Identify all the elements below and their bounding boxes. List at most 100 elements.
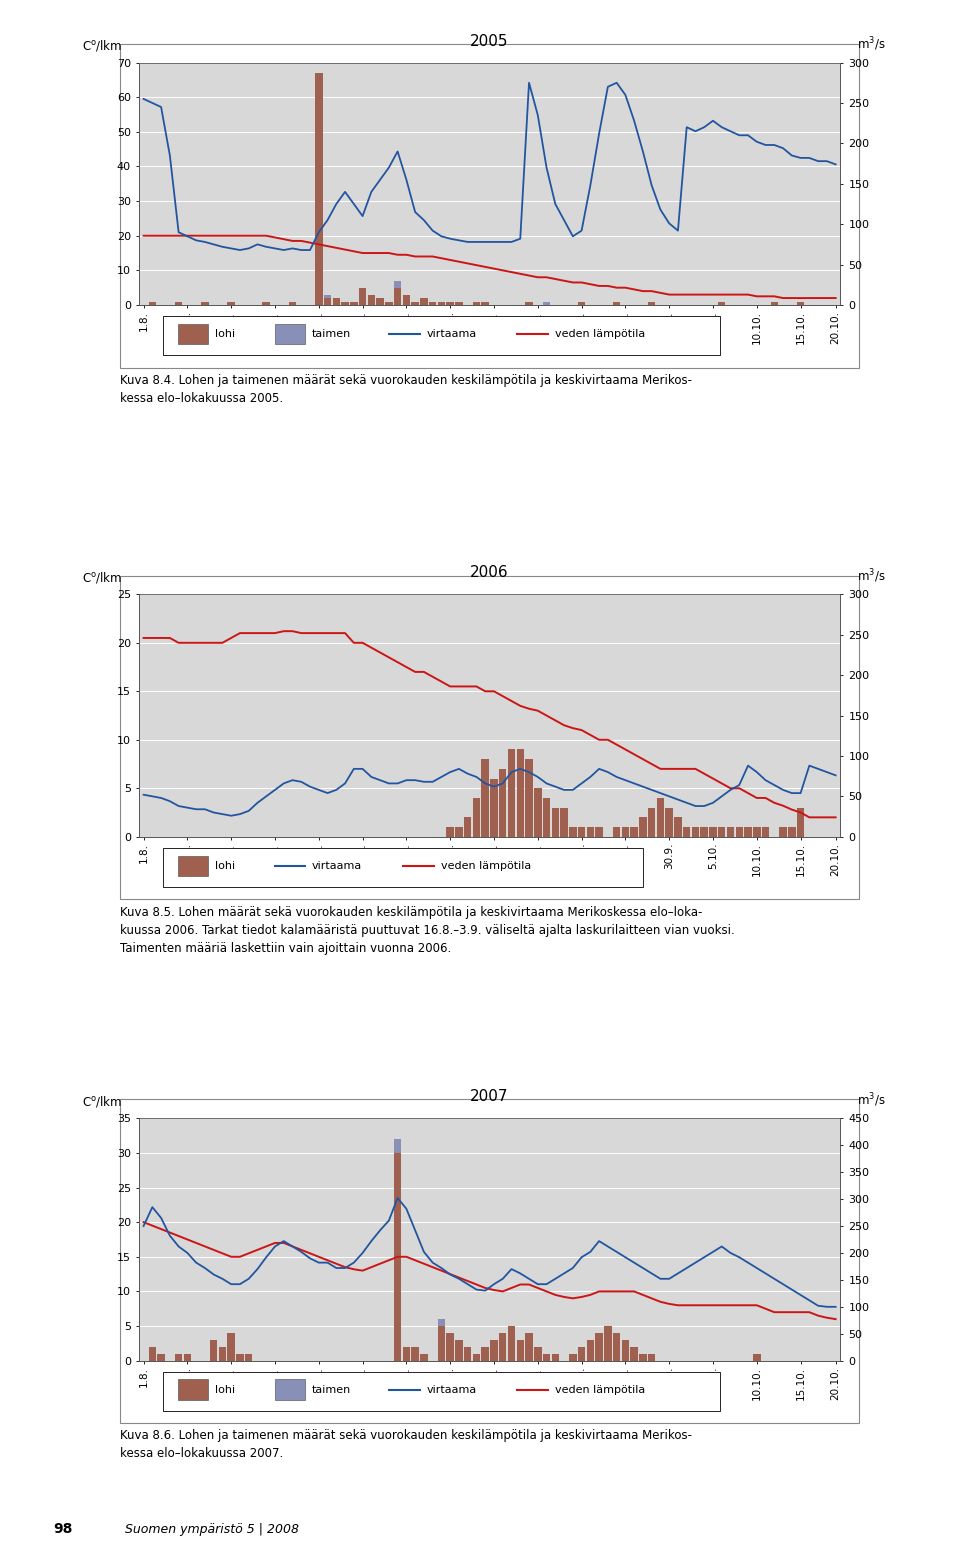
Bar — [394, 1153, 401, 1361]
Bar — [412, 1347, 419, 1361]
Bar — [455, 1340, 463, 1361]
Bar — [412, 302, 419, 305]
Bar — [472, 1354, 480, 1361]
Bar — [368, 294, 375, 305]
Bar — [446, 1333, 454, 1361]
Bar — [516, 749, 524, 837]
Bar — [420, 299, 427, 305]
Text: m$^\mathregular{3}$/s: m$^\mathregular{3}$/s — [857, 1092, 886, 1109]
Bar — [595, 1333, 603, 1361]
Bar — [648, 302, 656, 305]
Bar — [534, 1347, 541, 1361]
Bar — [534, 788, 541, 837]
Bar — [228, 302, 235, 305]
Bar — [657, 798, 664, 837]
Bar — [631, 1347, 637, 1361]
Bar — [402, 294, 410, 305]
Bar — [438, 302, 445, 305]
Bar — [648, 807, 656, 837]
Text: C$^\mathregular{o}$/lkm: C$^\mathregular{o}$/lkm — [82, 569, 122, 585]
Text: Kuva 8.6. Lohen ja taimenen määrät sekä vuorokauden keskilämpötila ja keskivirta: Kuva 8.6. Lohen ja taimenen määrät sekä … — [120, 1429, 692, 1461]
Bar — [429, 302, 437, 305]
Bar — [771, 302, 778, 305]
Bar — [552, 1354, 559, 1361]
Bar — [446, 827, 454, 837]
Bar — [569, 827, 577, 837]
Bar — [175, 1354, 182, 1361]
Bar — [709, 827, 717, 837]
Bar — [438, 1326, 445, 1361]
Bar — [639, 1354, 647, 1361]
Bar — [674, 818, 682, 837]
Bar — [210, 1340, 217, 1361]
Bar — [175, 302, 182, 305]
Text: veden lämpötila: veden lämpötila — [555, 1384, 645, 1395]
Text: Suomen ympäristö 5 | 2008: Suomen ympäristö 5 | 2008 — [125, 1523, 299, 1536]
Bar — [149, 1347, 156, 1361]
Text: 2005: 2005 — [470, 33, 509, 48]
Bar — [753, 827, 760, 837]
Bar — [455, 302, 463, 305]
Bar — [455, 827, 463, 837]
Bar — [797, 302, 804, 305]
Text: 2006: 2006 — [470, 565, 509, 580]
Bar — [350, 302, 357, 305]
Text: lohi: lohi — [215, 860, 235, 871]
Bar — [727, 827, 734, 837]
Bar — [324, 294, 331, 299]
Bar — [631, 827, 637, 837]
Bar — [542, 302, 550, 305]
Text: taimen: taimen — [312, 328, 351, 339]
Bar — [701, 827, 708, 837]
Bar — [569, 1354, 577, 1361]
Bar — [183, 1354, 191, 1361]
Text: m$^\mathregular{3}$/s: m$^\mathregular{3}$/s — [857, 568, 886, 585]
Bar — [464, 818, 471, 837]
Bar — [735, 827, 743, 837]
Text: 2007: 2007 — [470, 1089, 509, 1104]
Bar — [718, 827, 726, 837]
Bar — [552, 807, 559, 837]
Bar — [744, 827, 752, 837]
Text: veden lämpötila: veden lämpötila — [441, 860, 531, 871]
Text: C$^\mathregular{o}$/lkm: C$^\mathregular{o}$/lkm — [82, 1093, 122, 1109]
Bar — [482, 759, 489, 837]
Bar — [446, 302, 454, 305]
Bar — [482, 1347, 489, 1361]
Bar — [472, 302, 480, 305]
Bar — [542, 798, 550, 837]
Bar — [508, 749, 516, 837]
Bar — [780, 827, 787, 837]
Text: lohi: lohi — [215, 328, 235, 339]
Bar — [683, 827, 690, 837]
Bar — [332, 299, 340, 305]
Text: 98: 98 — [53, 1522, 72, 1536]
Bar — [376, 299, 384, 305]
Bar — [692, 827, 699, 837]
Bar — [499, 769, 507, 837]
Bar — [342, 302, 348, 305]
Bar — [420, 1354, 427, 1361]
Bar — [438, 1318, 445, 1326]
Text: m$^\mathregular{3}$/s: m$^\mathregular{3}$/s — [857, 36, 886, 53]
Bar — [595, 827, 603, 837]
Bar — [525, 759, 533, 837]
Bar — [587, 827, 594, 837]
Bar — [482, 302, 489, 305]
Bar — [385, 302, 393, 305]
Bar — [491, 1340, 497, 1361]
Text: C$^\mathregular{o}$/lkm: C$^\mathregular{o}$/lkm — [82, 38, 122, 53]
Bar — [324, 299, 331, 305]
Bar — [359, 288, 367, 305]
Bar — [612, 1333, 620, 1361]
Bar — [236, 1354, 244, 1361]
Bar — [315, 74, 323, 305]
Bar — [648, 1354, 656, 1361]
Bar — [394, 288, 401, 305]
Bar — [639, 818, 647, 837]
Text: lohi: lohi — [215, 1384, 235, 1395]
Bar — [464, 1347, 471, 1361]
Text: Kuva 8.5. Lohen määrät sekä vuorokauden keskilämpötila ja keskivirtaama Merikosk: Kuva 8.5. Lohen määrät sekä vuorokauden … — [120, 906, 734, 954]
Bar — [289, 302, 297, 305]
Bar — [228, 1333, 235, 1361]
